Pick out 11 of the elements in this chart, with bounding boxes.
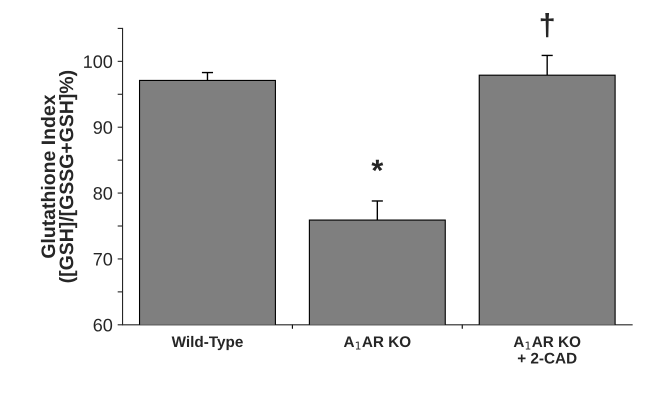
y-tick-label: 70 bbox=[94, 252, 112, 266]
y-tick-label: 80 bbox=[94, 187, 112, 200]
x-tick-label: A$_{1}$AR KO bbox=[344, 336, 410, 350]
x-tick-label: Wild-Type bbox=[172, 336, 243, 350]
y-tick-label: 90 bbox=[94, 121, 112, 134]
y-tick-label: 60 bbox=[94, 318, 112, 332]
y-tick-label: 100 bbox=[84, 55, 112, 68]
data-label: * bbox=[371, 160, 384, 172]
y-axis-title: Glutathione Index ([GSH]/[GSSG+GSH]%) bbox=[40, 70, 78, 282]
data-label: † bbox=[540, 13, 554, 38]
x-tick-label: A$_{1}$AR KO + 2-CAD bbox=[514, 336, 580, 364]
